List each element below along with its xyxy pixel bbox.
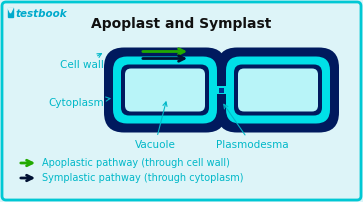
Text: Cell wall: Cell wall xyxy=(60,54,104,70)
Text: testbook: testbook xyxy=(16,9,68,19)
Polygon shape xyxy=(8,8,13,17)
FancyBboxPatch shape xyxy=(234,64,322,116)
FancyBboxPatch shape xyxy=(125,68,205,112)
Text: Plasmodesma: Plasmodesma xyxy=(216,104,288,150)
Polygon shape xyxy=(217,86,226,91)
FancyBboxPatch shape xyxy=(238,68,318,112)
FancyBboxPatch shape xyxy=(104,47,226,133)
FancyBboxPatch shape xyxy=(121,64,209,116)
Text: Symplastic pathway (through cytoplasm): Symplastic pathway (through cytoplasm) xyxy=(42,173,244,183)
Polygon shape xyxy=(217,77,226,103)
Bar xyxy=(219,87,224,93)
Polygon shape xyxy=(8,8,13,13)
Text: Apoplastic pathway (through cell wall): Apoplastic pathway (through cell wall) xyxy=(42,158,230,168)
FancyBboxPatch shape xyxy=(226,57,330,123)
Polygon shape xyxy=(217,89,226,94)
FancyBboxPatch shape xyxy=(217,47,339,133)
Text: Cytoplasm: Cytoplasm xyxy=(48,97,110,108)
FancyBboxPatch shape xyxy=(113,57,217,123)
Text: Apoplast and Symplast: Apoplast and Symplast xyxy=(91,17,271,31)
Text: Vacuole: Vacuole xyxy=(135,102,175,150)
